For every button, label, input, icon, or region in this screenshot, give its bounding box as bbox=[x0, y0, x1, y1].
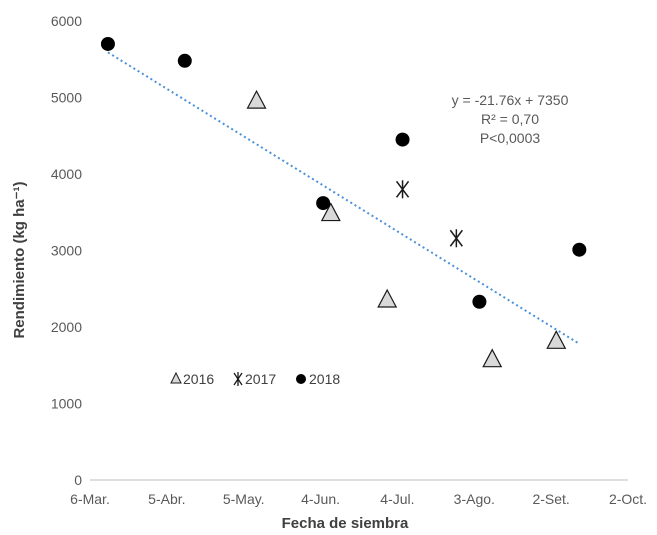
legend-circle-icon bbox=[296, 374, 306, 384]
point-2016 bbox=[377, 288, 398, 308]
point-2017 bbox=[449, 229, 463, 248]
x-tick-label: 5-May. bbox=[223, 491, 265, 507]
y-tick-label: 1000 bbox=[51, 396, 82, 412]
point-2017 bbox=[395, 180, 410, 199]
y-axis-title: Rendimiento (kg ha⁻¹) bbox=[11, 181, 28, 338]
point-2016 bbox=[246, 89, 267, 109]
x-tick-label: 6-Mar. bbox=[70, 491, 110, 507]
r-squared-annotation: R² = 0,70 bbox=[481, 111, 539, 127]
x-tick-labels: 6-Mar. 5-Abr. 5-May. 4-Jun. 4-Jul. 3-Ago. 2-Se… bbox=[70, 491, 647, 507]
x-axis-title: Fecha de siembra bbox=[282, 515, 409, 532]
y-tick-labels: 0 1000 2000 3000 4000 5000 6000 bbox=[51, 13, 82, 488]
legend-label-2016: 2016 bbox=[183, 371, 214, 387]
y-tick-label: 0 bbox=[74, 472, 82, 488]
y-tick-label: 6000 bbox=[51, 13, 82, 29]
point-2018 bbox=[472, 294, 487, 309]
y-tick-label: 2000 bbox=[51, 319, 82, 335]
trendline bbox=[107, 51, 580, 345]
x-tick-label: 5-Abr. bbox=[148, 491, 185, 507]
point-2018 bbox=[177, 53, 192, 68]
legend-label-2017: 2017 bbox=[245, 371, 276, 387]
point-2018 bbox=[572, 242, 587, 257]
data-points bbox=[100, 36, 587, 368]
x-tick-label: 2-Set. bbox=[532, 491, 569, 507]
y-tick-label: 4000 bbox=[51, 166, 82, 182]
x-tick-label: 2-Oct. bbox=[609, 491, 647, 507]
legend-label-2018: 2018 bbox=[309, 371, 340, 387]
point-2018 bbox=[395, 132, 410, 147]
x-tick-label: 3-Ago. bbox=[454, 491, 495, 507]
x-tick-label: 4-Jul. bbox=[380, 491, 414, 507]
y-tick-label: 5000 bbox=[51, 90, 82, 106]
point-2016 bbox=[482, 348, 503, 368]
point-2016 bbox=[546, 330, 567, 349]
point-2018 bbox=[316, 196, 331, 211]
p-value-annotation: P<0,0003 bbox=[480, 130, 541, 146]
y-tick-label: 3000 bbox=[51, 243, 82, 259]
equation-annotation: y = -21.76x + 7350 bbox=[452, 92, 569, 108]
legend-triangle-icon bbox=[170, 371, 182, 384]
point-2018 bbox=[100, 36, 115, 51]
x-tick-label: 4-Jun. bbox=[301, 491, 340, 507]
legend-asterisk-icon bbox=[233, 372, 243, 386]
legend: 2016 2017 2018 bbox=[170, 371, 340, 387]
point-2016 bbox=[320, 202, 341, 222]
